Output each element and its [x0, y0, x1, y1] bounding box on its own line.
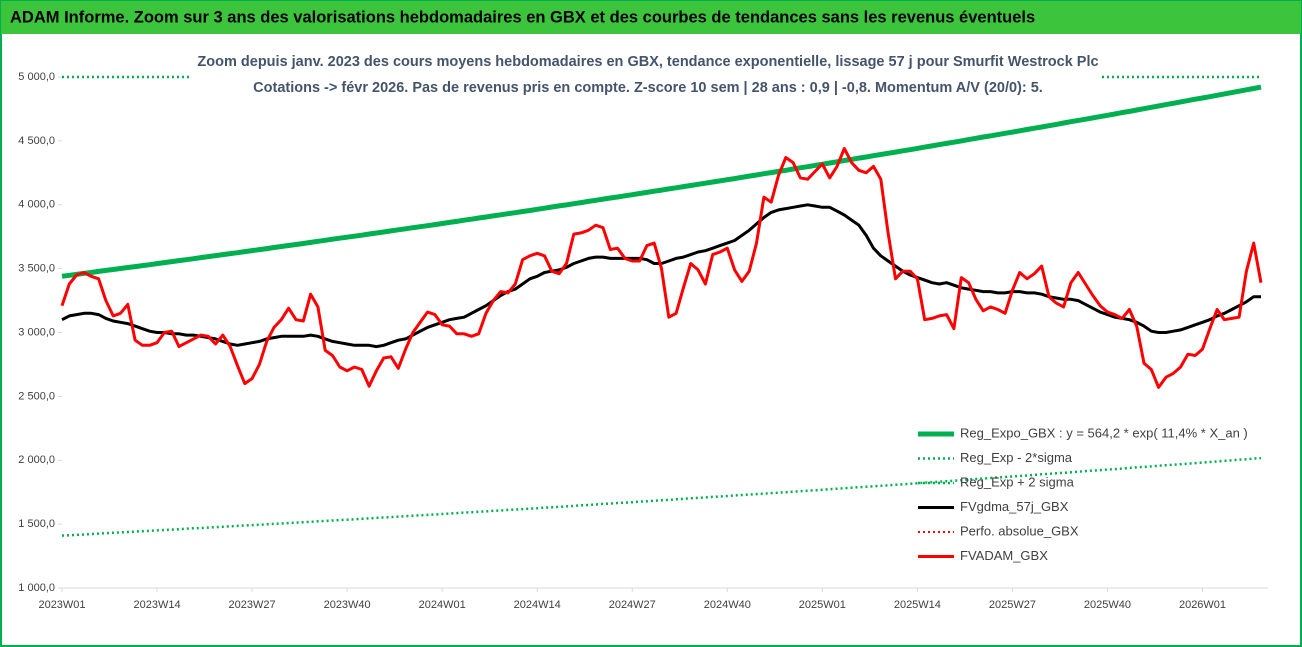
x-tick-label: 2025W01 — [799, 599, 846, 611]
header — [1, 1, 1301, 34]
y-tick-label: 2 500,0 — [18, 390, 55, 402]
chart-title: ADAM Informe. Zoom sur 3 ans des valoris… — [10, 8, 1035, 26]
subtitle-bg — [192, 46, 1100, 102]
x-tick-label: 2024W40 — [704, 599, 751, 611]
y-tick-label: 1 500,0 — [18, 518, 55, 530]
series-line — [60, 147, 1263, 389]
x-tick-label: 2024W01 — [419, 599, 466, 611]
subtitle: Cotations -> févr 2026. Pas de revenus p… — [253, 80, 1043, 96]
x-tick-label: 2025W14 — [894, 599, 941, 611]
legend-label: Reg_Exp - 2*sigma — [960, 450, 1073, 465]
x-tick-label: 2024W14 — [514, 599, 561, 611]
legend-label: FVgdma_57j_GBX — [960, 499, 1069, 514]
y-tick-label: 2 000,0 — [18, 454, 55, 466]
x-tick-label: 2023W27 — [229, 599, 276, 611]
x-tick-label: 2026W01 — [1179, 599, 1226, 611]
x-tick-label: 2023W01 — [38, 599, 85, 611]
legend-label: Reg_Exp + 2 sigma — [960, 474, 1075, 489]
y-tick-label: 1 000,0 — [18, 582, 55, 594]
y-tick-label: 3 000,0 — [18, 326, 55, 338]
y-tick-label: 3 500,0 — [18, 263, 55, 275]
subtitle: Zoom depuis janv. 2023 des cours moyens … — [197, 54, 1098, 70]
x-tick-label: 2023W14 — [133, 599, 180, 611]
x-tick-label: 2025W27 — [989, 599, 1036, 611]
x-tick-label: 2025W40 — [1084, 599, 1131, 611]
y-tick-label: 5 000,0 — [18, 71, 55, 83]
series-line — [61, 456, 1262, 537]
series-line — [61, 84, 1262, 279]
y-tick-label: 4 500,0 — [18, 135, 55, 147]
legend-label: Perfo. absolue_GBX — [960, 523, 1079, 538]
y-tick-label: 4 000,0 — [18, 199, 55, 211]
legend-label: FVADAM_GBX — [960, 548, 1048, 563]
x-tick-label: 2024W27 — [609, 599, 656, 611]
x-tick-label: 2023W40 — [324, 599, 371, 611]
legend-label: Reg_Expo_GBX : y = 564,2 * exp( 11,4% * … — [960, 425, 1248, 440]
